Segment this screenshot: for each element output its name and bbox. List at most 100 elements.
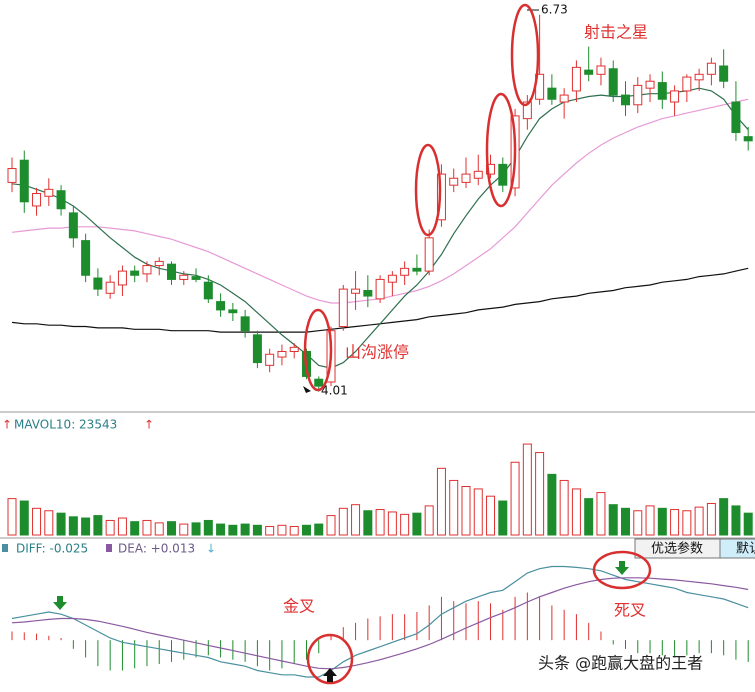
candle-body <box>68 212 78 239</box>
candle-body <box>240 316 250 332</box>
candle-body <box>32 192 42 207</box>
candle-body <box>7 168 17 183</box>
candle-body <box>105 281 115 294</box>
candle-body <box>621 94 630 106</box>
legend-swatch <box>2 544 8 552</box>
diff-line <box>11 565 749 678</box>
candle-body <box>179 274 189 280</box>
volume-bar <box>351 504 361 536</box>
candle-body <box>412 267 422 272</box>
volume-bar <box>179 523 189 536</box>
volume-bar <box>510 461 520 536</box>
volume-bar <box>400 513 410 536</box>
candle-body <box>154 260 164 267</box>
candle-body <box>19 159 29 203</box>
candle-body <box>117 270 127 286</box>
volume-bar <box>522 443 532 536</box>
volume-bar <box>68 516 78 536</box>
volume-bar <box>252 524 262 536</box>
candle-body <box>93 277 103 290</box>
volume-bar <box>216 523 226 536</box>
candle-body <box>338 288 348 328</box>
annotation: 山沟涨停 <box>345 343 409 362</box>
volume-bar <box>7 498 17 536</box>
volume-bar <box>301 524 311 536</box>
volume-bar <box>682 510 692 536</box>
candle-body <box>56 190 66 210</box>
volume-bar <box>633 510 643 536</box>
volume-bar <box>498 500 508 536</box>
volume-bar <box>167 521 177 536</box>
volume-bar <box>473 488 483 536</box>
candle-body <box>743 136 753 142</box>
volume-bar <box>81 517 91 536</box>
volume-bar <box>93 515 103 536</box>
marks <box>7 14 753 678</box>
volume-bar <box>314 523 324 536</box>
volume-bar <box>191 522 201 536</box>
dea-line <box>11 577 749 670</box>
volume-bar <box>424 505 434 536</box>
volume-bar <box>449 479 459 536</box>
watermark: 头条 @跑赢大盘的王者 <box>538 654 703 673</box>
volume-bar <box>596 492 606 536</box>
highlight-ellipse <box>592 550 652 590</box>
golden-cross-arrow <box>323 668 337 682</box>
candle-body <box>547 87 557 100</box>
volume-bar <box>571 488 581 536</box>
candle-body <box>461 173 471 183</box>
highlight-ellipse <box>510 3 540 107</box>
candle-body <box>228 309 238 314</box>
volume-bar <box>44 510 54 536</box>
death-cross-arrow <box>615 561 629 575</box>
volume-bar <box>105 519 115 536</box>
dea-label: DEA: +0.013 <box>118 542 195 556</box>
candle-body <box>142 265 152 275</box>
volume-bar <box>240 523 250 536</box>
volume-bar <box>412 512 422 536</box>
volume-bar <box>694 506 704 536</box>
candle-body <box>633 84 643 106</box>
volume-bar <box>338 507 348 536</box>
volume-bar <box>326 515 336 536</box>
candle-body <box>608 68 618 96</box>
volume-bar <box>547 473 557 536</box>
highlight-ellipse <box>306 633 354 685</box>
candle-body <box>424 237 434 272</box>
candle-body <box>387 274 397 283</box>
volume-bar <box>559 479 569 536</box>
candle-body <box>449 177 459 186</box>
candle-body <box>351 288 361 294</box>
candle-body <box>694 73 704 81</box>
legend-swatch <box>106 544 112 552</box>
volume-bar <box>154 522 164 536</box>
arrow-icon: ↑ <box>2 418 12 432</box>
candle-body <box>596 65 606 75</box>
candle-body <box>571 66 581 92</box>
volume-bar <box>19 500 29 536</box>
candle-body <box>167 263 177 280</box>
candle-body <box>289 346 299 352</box>
highlight-ellipse <box>303 308 333 392</box>
annotation: 射击之星 <box>584 23 648 42</box>
candle-body <box>559 94 569 103</box>
candle-body <box>657 82 667 100</box>
default-button-label[interactable]: 默认 <box>736 541 755 557</box>
volume-bar <box>277 524 287 536</box>
volume-title: MAVOL10: 23543 <box>14 418 117 432</box>
volume-bar <box>706 502 716 536</box>
volume-bar <box>584 498 594 536</box>
volume-bar <box>289 526 299 536</box>
candle-body <box>191 276 201 280</box>
diff-label: DIFF: -0.025 <box>16 542 88 556</box>
candle-body <box>473 170 483 179</box>
candle-body <box>486 163 496 175</box>
candle-body <box>252 334 262 364</box>
param-button-label[interactable]: 优选参数 <box>651 541 703 557</box>
volume-bar <box>130 521 140 536</box>
volume-bar <box>719 498 729 536</box>
candle-body <box>436 173 446 221</box>
default-button[interactable] <box>719 538 755 559</box>
